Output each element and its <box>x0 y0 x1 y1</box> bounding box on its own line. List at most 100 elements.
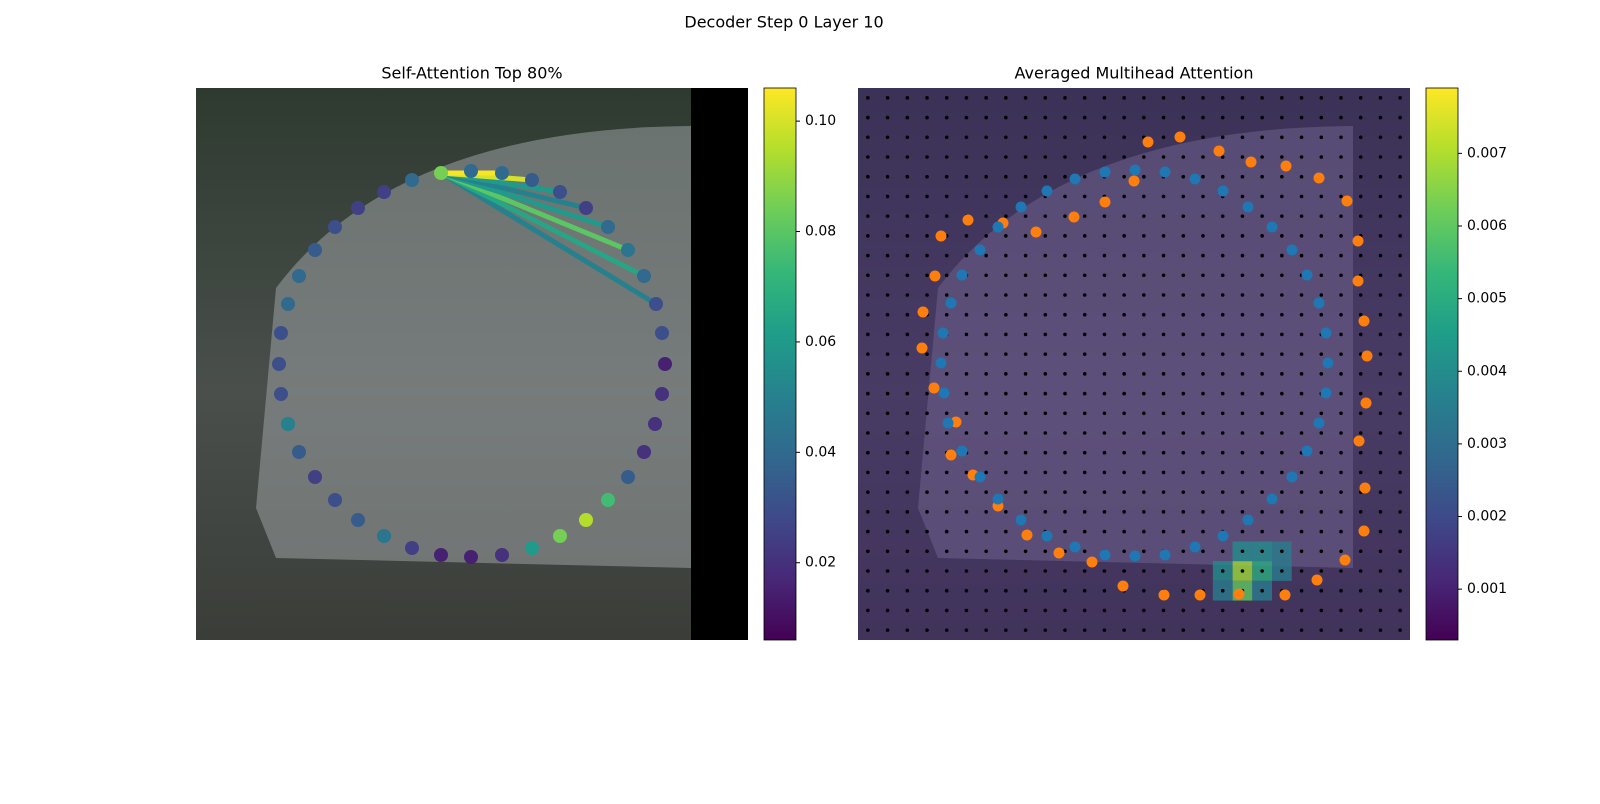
reference-dot <box>1122 529 1126 534</box>
reference-dot <box>1161 194 1166 199</box>
sample-point <box>1301 445 1313 457</box>
reference-dot <box>905 569 910 573</box>
reference-dot <box>1082 174 1087 179</box>
reference-dot <box>1240 96 1245 100</box>
sample-point <box>1189 173 1201 185</box>
sample-point <box>1086 556 1098 568</box>
reference-dot <box>964 194 969 199</box>
query-point <box>655 387 669 401</box>
reference-dot <box>1240 194 1245 199</box>
image-padding <box>691 88 748 640</box>
query-point <box>272 357 286 371</box>
reference-dot <box>1260 588 1264 593</box>
reference-dot <box>1063 352 1067 356</box>
reference-dot <box>1122 569 1126 573</box>
reference-dot <box>925 450 929 455</box>
reference-dot <box>905 115 910 120</box>
reference-dot <box>984 253 988 258</box>
reference-dot <box>1142 332 1146 337</box>
reference-dot <box>885 332 890 337</box>
colorbar-tick-label: 0.003 <box>1467 436 1507 452</box>
reference-dot <box>1201 529 1205 534</box>
reference-dot <box>1339 293 1343 297</box>
sample-point <box>1313 417 1325 429</box>
reference-dot <box>1280 253 1284 258</box>
reference-dot <box>1142 588 1146 593</box>
reference-dot <box>1122 411 1126 416</box>
colorbar-tick-label: 0.08 <box>805 224 836 240</box>
sample-point <box>1352 275 1364 287</box>
reference-dot <box>1260 174 1264 179</box>
reference-dot <box>1161 332 1166 337</box>
reference-dot <box>1398 155 1402 159</box>
reference-dot <box>925 529 929 534</box>
reference-dot <box>1280 569 1284 573</box>
reference-dot <box>885 135 890 140</box>
reference-dot <box>1142 608 1146 613</box>
sample-point <box>1233 588 1245 600</box>
reference-dot <box>1339 372 1343 376</box>
reference-dot <box>1220 253 1225 258</box>
reference-dot <box>925 194 929 199</box>
reference-dot <box>1004 588 1008 593</box>
reference-dot <box>964 115 969 120</box>
reference-dot <box>1023 588 1028 593</box>
reference-dot <box>866 352 870 356</box>
reference-dot <box>1063 135 1067 140</box>
reference-dot <box>1102 628 1107 632</box>
reference-dot <box>1201 391 1205 396</box>
reference-dot <box>944 96 949 100</box>
reference-dot <box>1398 450 1402 455</box>
reference-dot <box>1299 194 1304 199</box>
reference-dot <box>1339 510 1343 514</box>
reference-dot <box>1398 510 1402 514</box>
reference-dot <box>885 628 890 632</box>
reference-dot <box>905 608 910 613</box>
reference-dot <box>1142 549 1146 554</box>
reference-dot <box>1378 628 1383 632</box>
reference-dot <box>1358 194 1363 199</box>
reference-dot <box>1378 273 1383 278</box>
reference-dot <box>1142 450 1146 455</box>
reference-dot <box>1260 135 1264 140</box>
reference-dot <box>964 234 969 238</box>
sample-point <box>1129 164 1141 176</box>
reference-dot <box>1082 332 1087 337</box>
reference-dot <box>984 608 988 613</box>
sample-point <box>1015 201 1027 213</box>
reference-dot <box>1280 96 1284 100</box>
reference-dot <box>1220 312 1225 317</box>
reference-dot <box>1004 96 1008 100</box>
query-point <box>525 541 539 555</box>
reference-dot <box>1201 312 1205 317</box>
reference-dot <box>885 588 890 593</box>
reference-dot <box>1378 96 1383 100</box>
reference-dot <box>1043 391 1048 396</box>
reference-dot <box>1358 372 1363 376</box>
reference-dot <box>1378 569 1383 573</box>
reference-dot <box>1161 372 1166 376</box>
reference-dot <box>1063 293 1067 297</box>
reference-dot <box>964 569 969 573</box>
reference-dot <box>1023 510 1028 514</box>
reference-dot <box>1240 470 1245 475</box>
reference-dot <box>1102 470 1107 475</box>
reference-dot <box>1339 569 1343 573</box>
reference-dot <box>1181 115 1186 120</box>
reference-dot <box>1201 352 1205 356</box>
reference-dot <box>1043 214 1048 218</box>
reference-dot <box>1122 312 1126 317</box>
query-point <box>579 201 593 215</box>
reference-dot <box>925 135 929 140</box>
reference-dot <box>1181 273 1186 278</box>
reference-dot <box>1122 470 1126 475</box>
reference-dot <box>1142 490 1146 494</box>
reference-dot <box>925 549 929 554</box>
reference-dot <box>1280 391 1284 396</box>
reference-dot <box>1004 155 1008 159</box>
query-point <box>553 185 567 199</box>
reference-dot <box>1102 115 1107 120</box>
reference-dot <box>1319 372 1324 376</box>
reference-dot <box>1260 312 1264 317</box>
